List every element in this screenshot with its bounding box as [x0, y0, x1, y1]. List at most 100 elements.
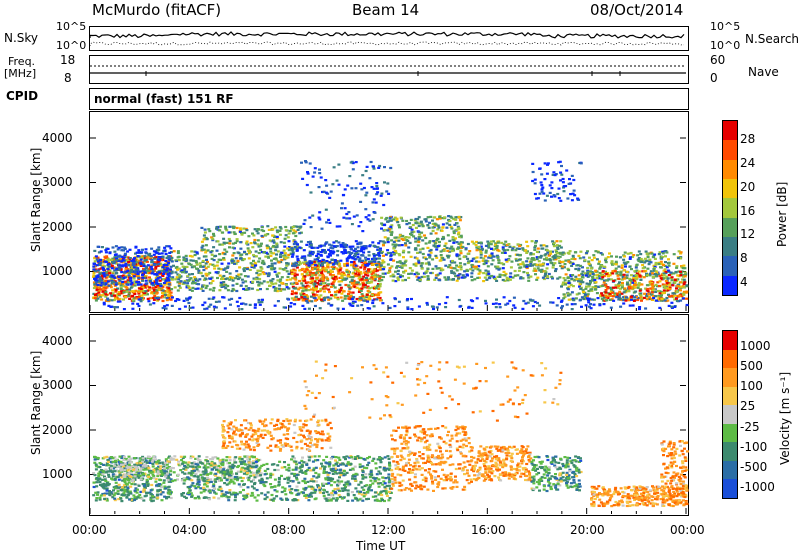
power-cell [143, 276, 147, 279]
power-cell [611, 290, 615, 293]
power-cell [531, 162, 535, 165]
power-cell [459, 250, 463, 253]
power-cell [534, 240, 538, 243]
power-cell [155, 289, 159, 292]
power-cell [399, 216, 403, 219]
power-cell [274, 246, 278, 249]
power-cell [255, 276, 259, 279]
power-cell [417, 236, 421, 239]
power-cell [336, 289, 340, 293]
power-cell [207, 228, 211, 231]
power-cell [494, 247, 498, 250]
power-cell [398, 254, 402, 257]
power-cell [325, 268, 329, 272]
power-cell [353, 285, 357, 289]
power-cell [662, 284, 666, 287]
power-cell [676, 274, 680, 277]
power-cell [431, 219, 434, 222]
power-cell [459, 241, 463, 244]
power-cell [352, 249, 356, 252]
power-cell [351, 304, 355, 307]
power-cell [398, 275, 402, 279]
power-cell [145, 257, 149, 260]
power-cell [171, 296, 174, 299]
power-cell [244, 303, 248, 306]
power-cell [370, 257, 374, 261]
power-cell [331, 183, 335, 186]
power-cell [434, 223, 438, 226]
power-cell [220, 243, 224, 246]
power-cell [619, 287, 622, 290]
power-cell [338, 276, 342, 279]
power-cell [457, 265, 461, 268]
power-cell [456, 274, 460, 277]
power-cell [561, 283, 565, 286]
power-cell [552, 194, 556, 197]
power-cell [531, 179, 535, 183]
power-cell [301, 268, 305, 271]
power-cell [255, 272, 259, 275]
power-cell [363, 266, 367, 269]
power-cell [557, 251, 561, 255]
power-cell [630, 287, 634, 290]
power-cell [635, 277, 638, 280]
power-cell [141, 255, 145, 258]
power-cell [434, 265, 438, 268]
power-cell [411, 223, 415, 227]
power-cell [535, 258, 539, 261]
power-cell [293, 272, 297, 275]
power-cell [549, 301, 553, 304]
power-cell [663, 264, 667, 267]
power-cell [450, 270, 454, 273]
power-cell [528, 264, 532, 267]
power-cell [636, 258, 640, 261]
power-cell [522, 299, 526, 303]
power-cell [659, 266, 662, 269]
power-cell [618, 298, 622, 301]
power-cell [304, 161, 308, 164]
power-cell [137, 291, 141, 294]
power-cell [170, 288, 174, 291]
power-cell [640, 299, 643, 302]
power-cell [308, 216, 312, 219]
power-cell [455, 222, 459, 225]
power-cell [417, 224, 421, 228]
power-cell [431, 222, 435, 225]
power-cell [359, 272, 363, 275]
power-cell [626, 252, 630, 255]
power-cell [157, 296, 161, 299]
power-cell [656, 289, 660, 293]
power-cell [247, 252, 251, 255]
power-cell [245, 242, 248, 245]
power-cell [360, 278, 364, 281]
power-cell [123, 247, 127, 250]
power-cell [673, 305, 677, 308]
power-cell [684, 273, 688, 276]
power-cell [343, 277, 347, 280]
power-cell [487, 272, 491, 275]
power-cell [166, 293, 170, 296]
velocity-cell [112, 467, 116, 470]
power-cell [148, 288, 152, 291]
power-cell [241, 258, 245, 262]
power-cell [682, 264, 686, 267]
power-cell [274, 282, 278, 285]
power-cell [391, 243, 395, 246]
power-cell [308, 270, 312, 273]
power-cell [331, 247, 335, 250]
power-cell [565, 169, 569, 172]
power-cell [114, 290, 118, 293]
power-cell [372, 165, 375, 168]
power-cell [231, 279, 235, 282]
velocity-cell [135, 471, 139, 474]
power-cell [142, 263, 146, 266]
power-cell [560, 285, 563, 288]
power-cell [559, 179, 562, 182]
power-cell [434, 254, 438, 257]
power-cell [475, 256, 479, 259]
power-cell [392, 247, 396, 250]
power-cell [245, 240, 249, 243]
velocity-cell [154, 480, 158, 483]
power-cell [101, 290, 105, 293]
power-cell [379, 194, 383, 197]
